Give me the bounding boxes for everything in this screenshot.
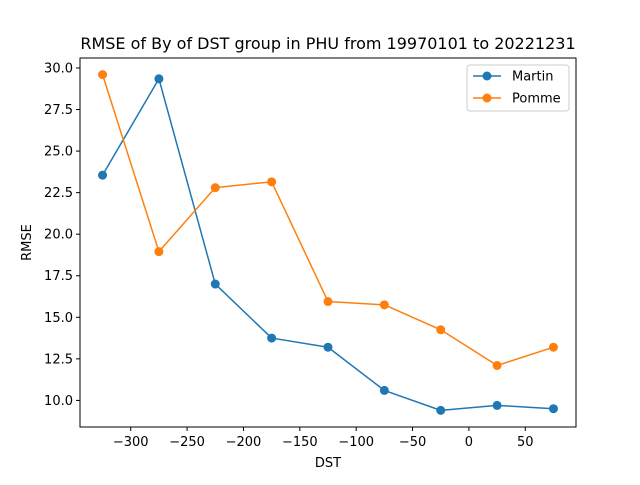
- x-tick-label: −100: [338, 435, 374, 450]
- x-tick-label: 50: [517, 435, 534, 450]
- legend-label-pomme: Pomme: [512, 92, 561, 107]
- x-tick-label: −150: [282, 435, 318, 450]
- data-point-pomme: [267, 177, 277, 187]
- data-point-martin: [436, 405, 446, 415]
- data-point-martin: [548, 404, 558, 414]
- legend-entry-pomme: Pomme: [473, 92, 561, 107]
- legend-entry-martin: Martin: [473, 70, 553, 85]
- series-layer: [98, 70, 558, 415]
- y-tick-label: 15.0: [44, 311, 73, 326]
- plot-frame: [79, 57, 577, 428]
- data-point-pomme: [492, 361, 502, 370]
- x-tick-label: −200: [226, 435, 262, 450]
- y-tick-label: 30.0: [44, 61, 73, 76]
- data-point-pomme: [379, 300, 389, 310]
- x-tick-label: −250: [169, 435, 205, 450]
- y-tick-label: 12.5: [44, 352, 73, 367]
- x-axis-label: DST: [315, 456, 341, 471]
- data-point-pomme: [548, 342, 558, 352]
- chart-title: RMSE of By of DST group in PHU from 1997…: [80, 34, 575, 53]
- data-point-martin: [323, 342, 333, 352]
- x-axis: −300 −250 −200 −150 −100 −50 0 50: [113, 427, 534, 450]
- y-tick-label: 25.0: [44, 145, 73, 160]
- y-tick-label: 22.5: [44, 186, 73, 201]
- y-axis: 10.0 12.5 15.0 17.5 20.0 22.5 25.0 27.5 30.0: [44, 61, 80, 409]
- data-point-pomme: [98, 70, 108, 80]
- legend-marker-pomme: [482, 93, 492, 103]
- y-tick-label: 20.0: [44, 228, 73, 243]
- data-point-martin: [379, 385, 389, 395]
- data-point-pomme: [436, 325, 446, 335]
- data-point-martin: [154, 74, 164, 84]
- legend-marker-martin: [482, 71, 492, 81]
- data-point-martin: [492, 400, 502, 410]
- data-point-pomme: [154, 247, 164, 257]
- y-tick-label: 17.5: [44, 269, 73, 284]
- y-tick-label: 10.0: [44, 394, 73, 409]
- series-martin: [98, 74, 558, 415]
- legend: Martin Pomme: [466, 64, 570, 112]
- x-tick-label: −50: [399, 435, 426, 450]
- data-point-pomme: [323, 297, 333, 307]
- data-point-pomme: [210, 183, 220, 193]
- x-tick-label: 0: [465, 435, 473, 450]
- legend-label-martin: Martin: [512, 70, 553, 85]
- x-tick-label: −300: [113, 435, 149, 450]
- data-point-martin: [98, 170, 108, 180]
- data-point-martin: [210, 279, 220, 289]
- y-axis-label: RMSE: [20, 224, 35, 261]
- y-tick-label: 27.5: [44, 103, 73, 118]
- data-point-martin: [267, 333, 277, 343]
- series-pomme: [98, 70, 558, 370]
